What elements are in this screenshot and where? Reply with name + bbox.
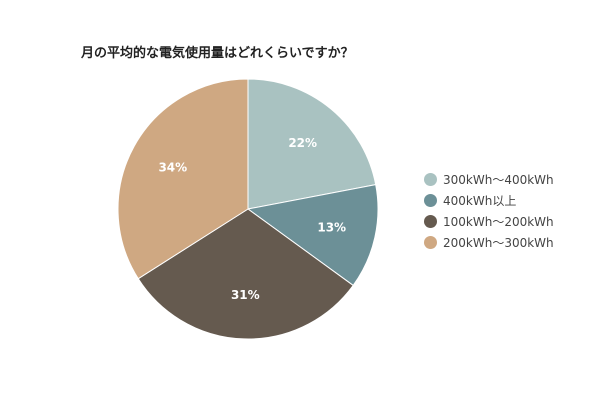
chart-title: 月の平均的な電気使用量はどれくらいですか？: [81, 46, 354, 61]
pie-slice-labels: 22% 13% 31% 34%: [158, 136, 346, 302]
pie-slice[interactable]: [247, 78, 377, 210]
legend-label: 100kWh〜200kWh: [443, 215, 554, 229]
legend-swatch: [424, 215, 437, 228]
slice-percent-label: 22%: [288, 136, 317, 150]
legend-label: 400kWh以上: [443, 194, 517, 208]
legend-label: 300kWh〜400kWh: [443, 173, 554, 187]
pie-slice[interactable]: [117, 78, 249, 280]
chart-legend: 300kWh〜400kWh 400kWh以上 100kWh〜200kWh 200kWh…: [424, 169, 554, 253]
pie-slice[interactable]: [137, 208, 354, 340]
legend-label: 200kWh〜300kWh: [443, 236, 554, 250]
pie-slice[interactable]: [246, 184, 379, 287]
slice-percent-label: 31%: [231, 288, 260, 302]
legend-swatch: [424, 173, 437, 186]
slice-percent-label: 13%: [317, 221, 346, 235]
legend-item[interactable]: 100kWh〜200kWh: [424, 211, 554, 232]
legend-item[interactable]: 200kWh〜300kWh: [424, 232, 554, 253]
slice-percent-label: 34%: [158, 161, 187, 175]
pie-slices: [117, 78, 379, 340]
legend-item[interactable]: 400kWh以上: [424, 190, 554, 211]
legend-swatch: [424, 194, 437, 207]
legend-swatch: [424, 236, 437, 249]
legend-item[interactable]: 300kWh〜400kWh: [424, 169, 554, 190]
